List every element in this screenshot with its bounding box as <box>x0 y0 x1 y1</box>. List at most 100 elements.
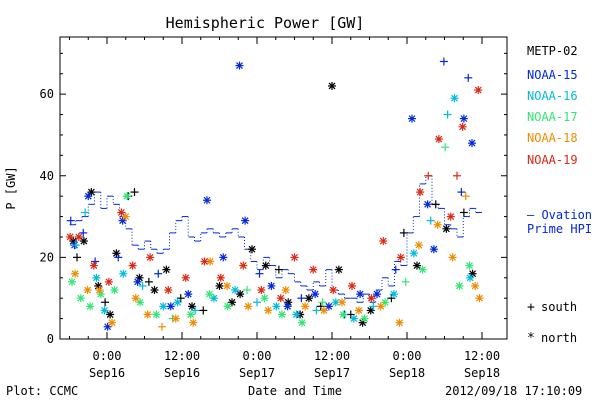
north-point-d2 <box>434 221 442 229</box>
north-point-d2 <box>119 270 127 278</box>
north-point <box>119 269 128 278</box>
north-point <box>409 249 418 258</box>
y-tick-label: 20 <box>40 250 54 264</box>
north-point-d2 <box>248 245 256 253</box>
north-point-d2 <box>451 94 458 102</box>
north-point-d2 <box>292 311 300 318</box>
north-point <box>133 277 142 286</box>
x-tick-label-time: 12:00 <box>464 349 500 363</box>
north-point-d2 <box>97 290 105 298</box>
north-point-d2 <box>460 115 468 123</box>
north-point-d2 <box>442 225 450 233</box>
legend-entry: METP-02 <box>527 44 578 58</box>
x-tick-label-date: Sep17 <box>314 366 350 380</box>
north-point-d2 <box>373 290 381 298</box>
south-point <box>158 322 166 331</box>
north-point <box>223 302 232 311</box>
north-point-d2 <box>217 274 225 282</box>
north-point-d2 <box>282 286 290 294</box>
north-point <box>292 310 301 319</box>
y-tick-label: 0 <box>47 332 54 346</box>
north-point <box>159 302 168 311</box>
north-point-d2 <box>216 282 223 290</box>
north-point <box>248 245 256 254</box>
legend-entry: NOAA-16 <box>527 89 578 103</box>
north-point-d2 <box>329 286 337 294</box>
south-point <box>114 253 123 262</box>
north-point-d2 <box>206 258 214 265</box>
north-point-d2 <box>66 233 74 241</box>
north-point <box>360 314 369 323</box>
north-point-d2 <box>184 290 192 298</box>
north-point-d2 <box>136 298 144 306</box>
south-point <box>443 110 452 119</box>
ovation-legend-dash: – <box>527 208 541 222</box>
north-point <box>189 318 198 327</box>
north-point <box>475 294 484 303</box>
north-point-d2 <box>264 307 272 314</box>
south-point <box>453 171 461 180</box>
north-point-d2 <box>476 294 483 302</box>
north-point <box>186 310 195 319</box>
north-point-d2 <box>311 290 319 298</box>
north-point <box>74 232 83 241</box>
north-point <box>459 114 468 123</box>
x-tick-label-date: Sep17 <box>239 366 275 380</box>
north-point <box>117 208 126 217</box>
north-point-d2 <box>332 298 340 306</box>
north-point <box>66 232 75 241</box>
north-point-d2 <box>203 196 211 204</box>
north-point <box>267 281 276 290</box>
south-point <box>387 294 396 303</box>
north-point <box>112 249 121 258</box>
north-point <box>92 273 101 282</box>
south-marker-label: south <box>541 300 577 314</box>
legend-entry: NOAA-19 <box>527 153 578 167</box>
north-point-d2 <box>379 237 387 245</box>
north-point-d2 <box>164 286 172 294</box>
north-point <box>319 306 328 315</box>
south-point <box>101 298 110 307</box>
north-point-d2 <box>90 262 98 269</box>
north-point-d2 <box>367 294 375 302</box>
north-point-d2 <box>261 294 268 302</box>
north-point-d2 <box>328 82 336 90</box>
north-point-d2 <box>430 245 438 253</box>
north-point-d2 <box>361 315 368 323</box>
north-point-d2 <box>132 294 140 302</box>
y-tick-label: 40 <box>40 169 54 183</box>
south-point <box>199 306 208 315</box>
north-point <box>241 216 250 225</box>
north-point-d2 <box>339 311 347 318</box>
north-point <box>86 302 95 311</box>
plot-timestamp: 2012/09/18 17:10:09 <box>445 384 582 398</box>
south-point <box>441 143 450 152</box>
north-point <box>103 322 112 331</box>
north-point <box>216 273 225 282</box>
north-point-d2 <box>101 307 108 314</box>
north-point <box>143 310 152 319</box>
south-point <box>130 188 139 197</box>
chart-title: Hemispheric Power [GW] <box>166 14 365 32</box>
south-point <box>191 306 200 315</box>
x-tick-label-time: 12:00 <box>314 349 350 363</box>
north-point-d2 <box>123 192 131 200</box>
plot-frame <box>59 36 508 340</box>
south-point <box>71 241 80 250</box>
north-point-d2 <box>144 311 152 318</box>
north-point <box>416 188 425 197</box>
north-point <box>471 281 480 290</box>
north-point-d2 <box>182 274 190 282</box>
south-point <box>424 171 433 180</box>
south-point <box>73 253 81 262</box>
north-point <box>418 265 427 274</box>
north-point-d2 <box>415 241 423 249</box>
north-point-d2 <box>188 302 196 310</box>
north-point <box>83 286 92 295</box>
south-point <box>243 286 251 295</box>
north-point <box>373 290 381 299</box>
north-point-d2 <box>244 302 252 310</box>
north-point-d2 <box>466 262 473 269</box>
north-point <box>278 310 286 319</box>
south-point <box>457 188 466 197</box>
